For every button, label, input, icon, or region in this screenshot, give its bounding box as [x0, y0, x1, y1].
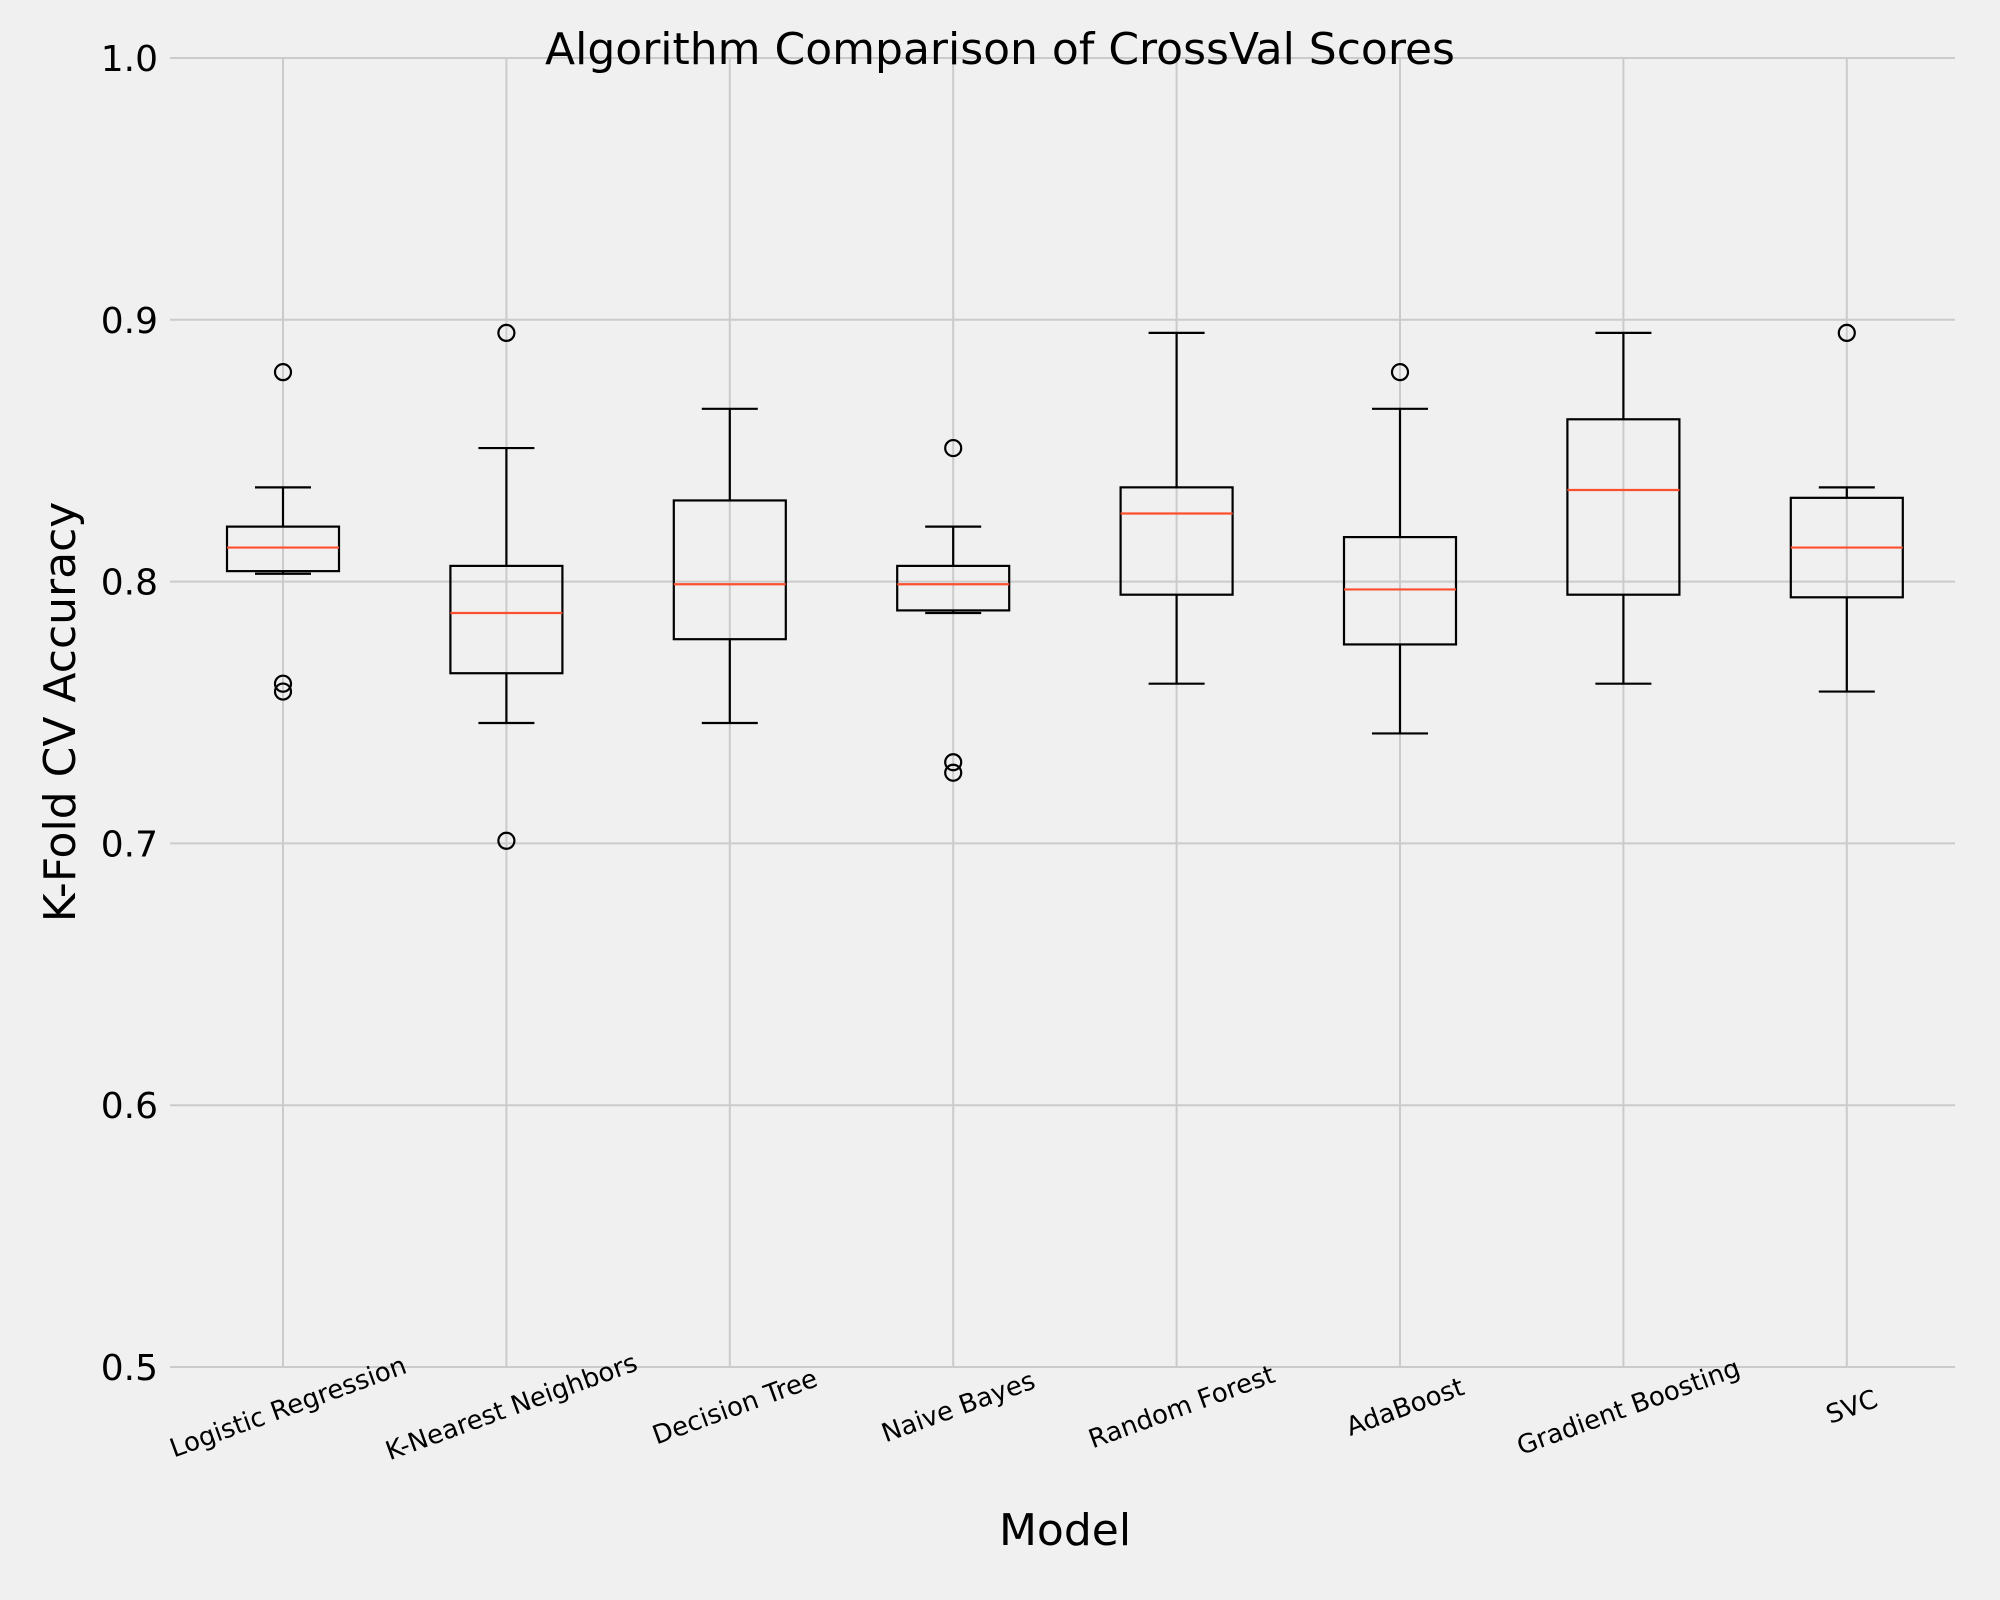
box-group	[1566, 331, 1681, 685]
y-tick-label: 0.8	[101, 563, 158, 604]
y-tick-label: 0.9	[101, 301, 158, 342]
outlier-point	[273, 674, 293, 693]
box-iqr	[449, 564, 564, 675]
x-axis-label: Model	[999, 1505, 1131, 1556]
y-tick-label: 0.5	[101, 1348, 158, 1389]
box-group	[1789, 323, 1904, 693]
box-iqr	[1119, 486, 1234, 596]
y-tick-labels: 0.5 0.6 0.7 0.8 0.9 1.0	[101, 39, 158, 1389]
x-tick-label: Decision Tree	[649, 1364, 822, 1451]
chart-title: Algorithm Comparison of CrossVal Scores	[545, 24, 1455, 75]
x-tick-label: SVC	[1822, 1384, 1882, 1430]
outlier-point	[944, 438, 963, 458]
box-group	[1119, 331, 1234, 685]
box-iqr	[1566, 418, 1681, 596]
outlier-point	[944, 753, 963, 772]
y-tick-label: 0.6	[101, 1086, 158, 1127]
outlier-point	[273, 363, 293, 382]
box-layer	[225, 323, 1904, 850]
x-tick-label: Naive Bayes	[878, 1366, 1040, 1449]
y-axis-label: K-Fold CV Accuracy	[35, 502, 86, 923]
grid-layer	[170, 57, 1955, 1368]
y-tick-label: 1.0	[101, 39, 158, 80]
y-tick-label: 0.7	[101, 824, 158, 865]
box-iqr	[1342, 535, 1458, 646]
outlier-point	[1390, 363, 1410, 382]
box-group	[225, 363, 341, 701]
box-iqr	[672, 499, 787, 641]
outlier-point	[273, 682, 293, 701]
outlier-point	[944, 763, 963, 782]
box-group	[1342, 363, 1458, 735]
outlier-point	[497, 831, 516, 850]
outlier-point	[1837, 323, 1856, 342]
box-group	[896, 438, 1011, 782]
box-iqr	[896, 564, 1011, 612]
x-tick-label: K-Nearest Neighbors	[382, 1348, 642, 1467]
box-group	[449, 323, 564, 850]
box-iqr	[225, 525, 341, 573]
box-group	[672, 407, 787, 725]
outlier-point	[497, 323, 516, 342]
x-tick-label: Random Forest	[1085, 1360, 1279, 1455]
x-tick-label: Gradient Boosting	[1513, 1353, 1744, 1462]
x-tick-label: AdaBoost	[1342, 1372, 1468, 1442]
